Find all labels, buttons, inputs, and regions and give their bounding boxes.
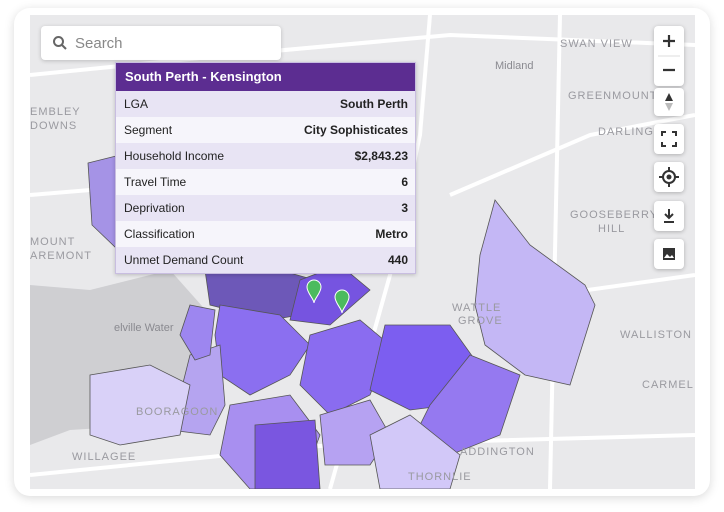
row-value: Metro [375, 227, 408, 241]
map-label: AREMONT [30, 250, 92, 262]
tooltip-row: Household Income $2,843.23 [116, 143, 415, 169]
zoom-controls [654, 26, 684, 86]
row-value: City Sophisticates [303, 123, 408, 137]
map-label: WALLISTON [620, 329, 692, 341]
locate-button[interactable] [654, 162, 684, 192]
image-button[interactable] [654, 239, 684, 269]
map-label: ADDINGTON [460, 446, 535, 458]
row-label: Unmet Demand Count [124, 253, 244, 267]
tooltip-row: LGA South Perth [116, 91, 415, 117]
map-labels: SWAN VIEW Midland GREENMOUNT DARLINGTON … [30, 38, 694, 483]
map-label: EMBLEY [30, 106, 81, 118]
row-label: Classification [124, 227, 195, 241]
row-value: $2,843.23 [354, 149, 408, 163]
compass-button[interactable] [654, 88, 684, 116]
row-label: LGA [124, 97, 149, 111]
map-label: HILL [598, 223, 625, 235]
map-label: DOWNS [30, 120, 77, 132]
row-value: South Perth [340, 97, 408, 111]
zoom-icons[interactable] [654, 26, 684, 86]
tooltip: South Perth - Kensington LGA South Perth S… [115, 62, 416, 274]
row-label: Deprivation [124, 201, 185, 215]
row-label: Household Income [124, 149, 225, 163]
tooltip-row: Travel Time 6 [116, 169, 415, 195]
map-label: CARMEL [642, 379, 694, 391]
tooltip-row: Deprivation 3 [116, 195, 415, 221]
tooltip-row: Unmet Demand Count 440 [116, 247, 415, 273]
row-value: 3 [401, 201, 408, 215]
map-label: MOUNT [30, 236, 75, 248]
row-value: 6 [401, 175, 408, 189]
tooltip-row: Segment City Sophisticates [116, 117, 415, 143]
tooltip-title: South Perth - Kensington [116, 63, 415, 91]
map-label: GOOSEBERRY [570, 209, 658, 221]
row-label: Segment [124, 123, 173, 137]
map-label: WATTLE [452, 302, 501, 314]
tooltip-rows: LGA South Perth Segment City Sophisticates H… [116, 91, 415, 273]
search-icon [53, 36, 67, 50]
map-label: BOORAGOON [136, 406, 218, 418]
fullscreen-button[interactable] [654, 124, 684, 154]
map-label: elville Water [114, 322, 174, 334]
search-placeholder: Search [75, 34, 123, 52]
tooltip-row: Classification Metro [116, 221, 415, 247]
map-label: Midland [495, 60, 534, 72]
map-label: WILLAGEE [72, 451, 136, 463]
search-box[interactable]: Search [41, 26, 281, 60]
row-label: Travel Time [124, 175, 187, 189]
row-value: 440 [387, 253, 408, 267]
map-label: SWAN VIEW [560, 38, 633, 50]
map-label: GREENMOUNT [568, 90, 657, 102]
map-label: THORNLIE [408, 471, 472, 483]
map-card: SWAN VIEW Midland GREENMOUNT DARLINGTON … [14, 8, 710, 496]
map-label: GROVE [458, 315, 503, 327]
download-button[interactable] [654, 201, 684, 231]
